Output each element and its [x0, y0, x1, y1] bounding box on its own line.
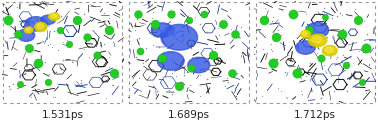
Ellipse shape: [151, 23, 173, 37]
Ellipse shape: [296, 41, 315, 54]
Ellipse shape: [156, 25, 167, 32]
Ellipse shape: [192, 60, 203, 68]
Ellipse shape: [51, 14, 57, 18]
Ellipse shape: [312, 36, 322, 43]
Ellipse shape: [37, 24, 43, 29]
Ellipse shape: [301, 31, 310, 38]
Ellipse shape: [41, 15, 56, 24]
Ellipse shape: [308, 34, 327, 46]
Text: 1.531ps: 1.531ps: [42, 110, 84, 120]
Ellipse shape: [35, 22, 47, 32]
Ellipse shape: [26, 28, 31, 31]
Ellipse shape: [311, 25, 322, 33]
Ellipse shape: [25, 27, 33, 33]
Text: 1.712ps: 1.712ps: [294, 110, 336, 120]
Text: 1.689ps: 1.689ps: [168, 110, 210, 120]
Ellipse shape: [25, 17, 47, 31]
Ellipse shape: [157, 52, 184, 70]
Ellipse shape: [21, 31, 29, 37]
Ellipse shape: [300, 43, 310, 50]
Ellipse shape: [49, 13, 60, 20]
Ellipse shape: [163, 55, 176, 64]
Ellipse shape: [302, 32, 308, 36]
Ellipse shape: [322, 46, 337, 56]
Ellipse shape: [161, 24, 198, 50]
Ellipse shape: [29, 19, 40, 26]
Ellipse shape: [325, 47, 333, 53]
Ellipse shape: [18, 29, 35, 41]
Ellipse shape: [307, 22, 328, 38]
Ellipse shape: [168, 29, 187, 42]
Ellipse shape: [188, 57, 210, 73]
Ellipse shape: [44, 17, 51, 21]
